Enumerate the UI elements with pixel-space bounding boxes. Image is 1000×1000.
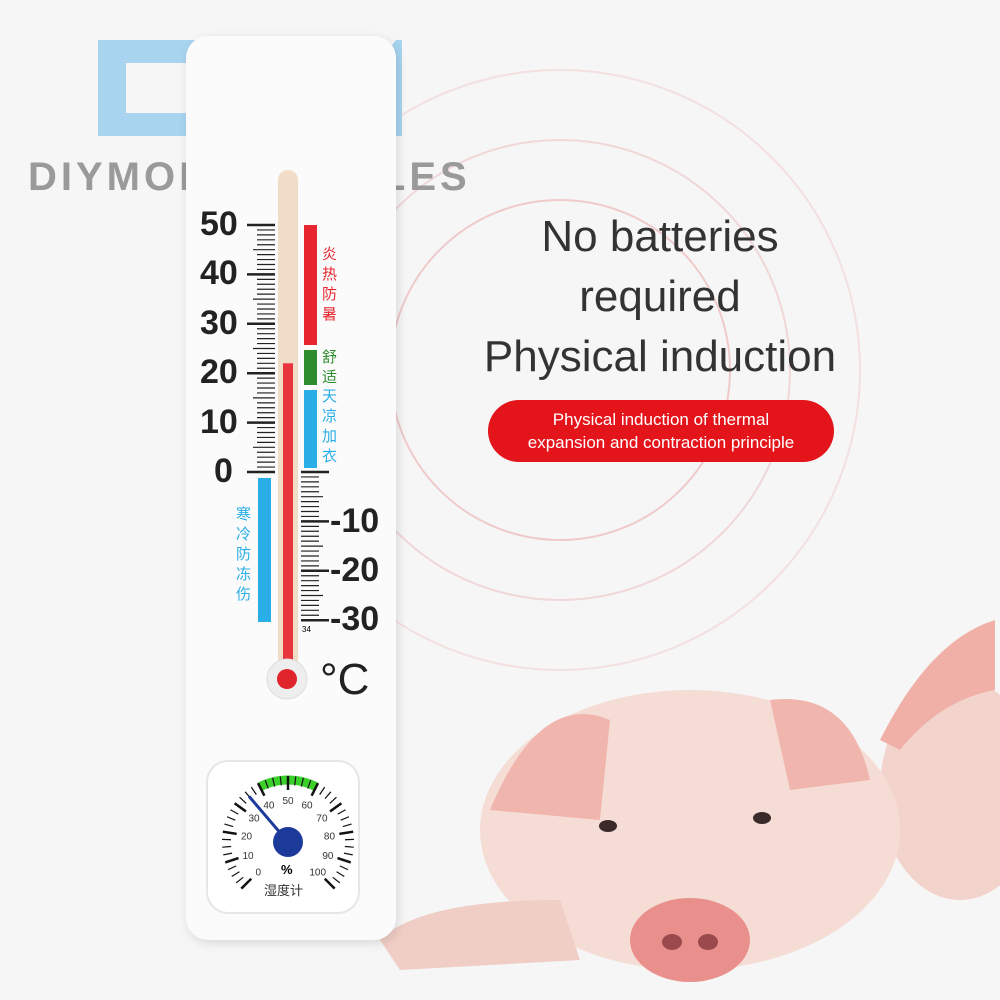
dial-tick (233, 802, 247, 813)
dial-label: 60 (302, 801, 314, 812)
dial-tick (343, 852, 353, 856)
zone-label-cold: 寒冷防冻伤 (236, 506, 252, 603)
scale-label: -10 (330, 502, 380, 540)
scale-label: -20 (330, 551, 380, 589)
dial-label: 40 (263, 801, 275, 812)
dial-tick (226, 816, 236, 821)
dial-tick (240, 877, 253, 890)
zone-label-comfort: 舒适 (322, 349, 338, 386)
zone-label-hot: 炎热防暑 (322, 246, 338, 323)
zone-bar-cool (304, 390, 317, 468)
dial-label: 50 (282, 796, 294, 807)
hygrometer-unit: % (281, 862, 293, 877)
dial-tick (223, 852, 233, 856)
dial-tick (235, 876, 244, 884)
dial-tick (307, 779, 312, 789)
dial-tick (323, 877, 336, 890)
dial-tick (342, 823, 352, 828)
dial-label: 100 (309, 868, 326, 879)
dial-tick (222, 845, 232, 848)
dial-tick (222, 830, 237, 836)
principle-badge: Physical induction of thermal expansion … (488, 400, 834, 462)
needle-hub (273, 827, 303, 857)
dial-tick (310, 782, 320, 797)
pig-image (380, 620, 1000, 982)
dial-tick (272, 777, 276, 787)
dial-tick (339, 830, 354, 836)
dial-tick (344, 845, 354, 848)
signal-arcs (259, 69, 861, 671)
scale-label: 10 (200, 403, 238, 441)
zone-bar-hot (304, 225, 317, 345)
scale-label: 40 (200, 254, 238, 292)
dial-label: 30 (248, 813, 260, 824)
dial-tick (239, 796, 247, 804)
dial-label: 20 (241, 831, 253, 842)
scale-label: 0 (214, 452, 233, 490)
zone-bar-comfort (304, 350, 317, 385)
dial-tick (329, 796, 337, 804)
dial-tick (250, 786, 257, 795)
dial-tick (256, 782, 266, 797)
zone-label-cool: 天凉加衣 (322, 388, 338, 465)
dial-label: 80 (324, 831, 336, 842)
dial-tick (224, 823, 234, 828)
dial-tick (329, 802, 343, 813)
scale-label: 30 (200, 304, 238, 342)
mercury-column (283, 363, 293, 678)
badge-line2: expansion and contraction principle (527, 433, 795, 452)
dial-tick (231, 871, 240, 877)
headline-line3: Physical induction (483, 332, 837, 381)
dial-tick (324, 791, 332, 800)
dial-tick (294, 776, 297, 786)
thermometer-scale (247, 170, 329, 700)
dial-tick (224, 856, 239, 864)
dial-label: 90 (322, 851, 334, 862)
badge-line1: Physical induction of thermal (552, 410, 770, 429)
dial-tick (337, 856, 352, 864)
dial-label: 10 (242, 851, 254, 862)
zone-bar-cold (258, 478, 271, 622)
scale-label: 20 (200, 353, 238, 391)
dial-label: 70 (316, 813, 328, 824)
dial-tick (279, 776, 282, 786)
bulb (277, 669, 297, 689)
unit-label: °C (320, 655, 370, 704)
dial-tick (264, 779, 269, 789)
dial-label: 0 (256, 868, 262, 879)
mark-label: 34 (302, 625, 311, 634)
dial-tick (300, 777, 304, 787)
headline-line1: No batteries (541, 212, 779, 261)
hygrometer-title: 湿度计 (264, 883, 304, 898)
dial-tick (319, 786, 326, 795)
dial-tick (227, 865, 237, 871)
scale-label: 50 (200, 205, 238, 243)
dial-tick (332, 876, 341, 884)
headline-line2: required (579, 272, 741, 321)
dial-tick (339, 865, 349, 871)
dial-tick (340, 816, 350, 821)
scale-label: -30 (330, 600, 380, 638)
dial-tick (337, 809, 346, 815)
dial-tick (230, 809, 239, 815)
dial-tick (336, 871, 345, 877)
